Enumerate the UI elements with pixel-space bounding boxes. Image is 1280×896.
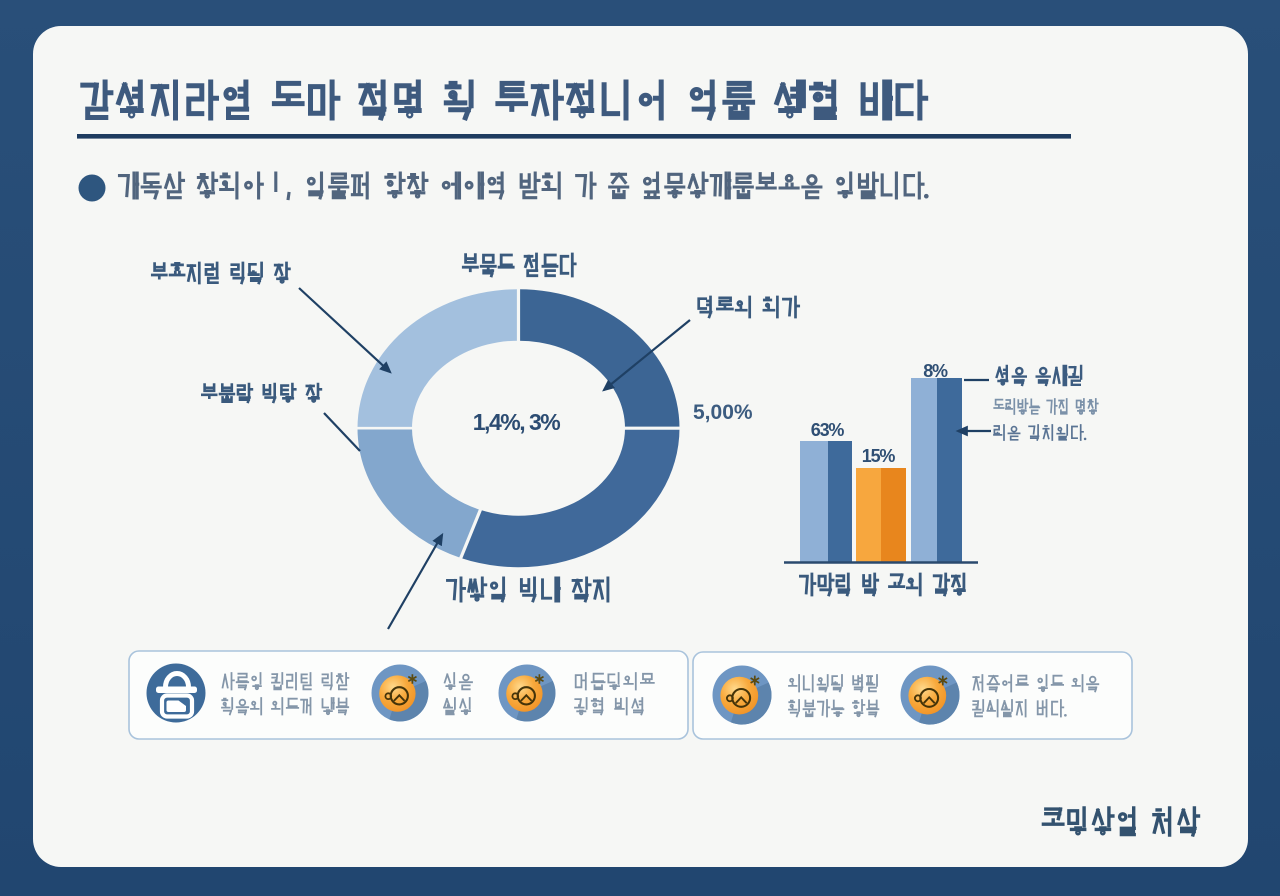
svg-text:1,4%, 3%: 1,4%, 3% bbox=[473, 409, 560, 435]
svg-text:15%: 15% bbox=[862, 446, 896, 466]
svg-text:5,00%: 5,00% bbox=[693, 401, 753, 424]
svg-text:8%: 8% bbox=[923, 361, 948, 381]
svg-text:63%: 63% bbox=[811, 420, 845, 440]
